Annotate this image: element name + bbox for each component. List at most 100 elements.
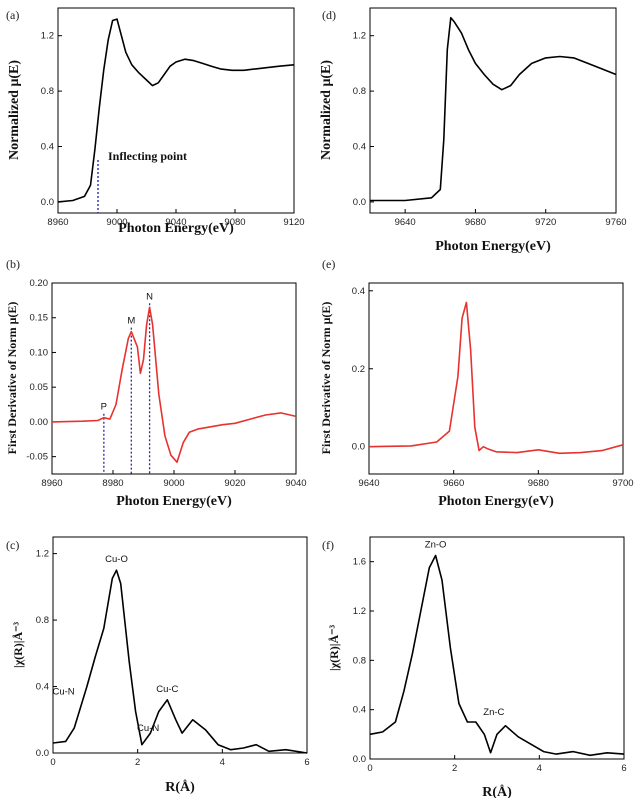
y-tick-label: 0.20 <box>30 278 49 289</box>
series-group <box>52 569 308 754</box>
peak-label: Cu-N <box>52 686 74 697</box>
panel-e: (e) 9640 9660 9680 9700 0.0 0.2 0.4 Photon En… <box>319 257 634 509</box>
panel-label: (c) <box>6 538 19 552</box>
x-axis-title: Photon Energy(eV) <box>435 239 551 254</box>
y-axis-title: Normalized μ(E) <box>319 60 334 160</box>
panel-d: (d) 9640 9680 9720 9760 0.0 0.4 0.8 1.2 Photon… <box>319 7 627 254</box>
y-tick-label: 0.0 <box>36 748 49 759</box>
y-tick-label: 1.2 <box>36 549 49 560</box>
peak-marker-label: P <box>101 402 107 413</box>
y-ticks: 0.0 0.4 0.8 1.2 <box>36 549 57 759</box>
x-tick-label: 9640 <box>395 217 416 228</box>
peak-labels: Zn-O Zn-C <box>425 540 505 719</box>
y-axis-title: First Derivative of Norm μ(E) <box>5 302 19 455</box>
y-tick-label: 0.8 <box>353 655 366 666</box>
peak-label: Cu-O <box>105 554 128 565</box>
series-line <box>52 569 308 754</box>
y-tick-label: 1.2 <box>353 31 366 42</box>
y-tick-label: 0.10 <box>30 347 49 358</box>
y-axis-title: |χ(R)|Å⁻³ <box>327 625 341 671</box>
x-tick-label: 9080 <box>224 217 245 228</box>
y-axis-title: First Derivative of Norm μ(E) <box>319 302 333 455</box>
x-ticks: 0 2 4 6 <box>367 755 627 774</box>
x-tick-label: 8960 <box>47 217 68 228</box>
x-tick-label: 6 <box>304 757 309 768</box>
x-tick-label: 6 <box>621 763 626 774</box>
y-ticks: 0.0 0.4 0.8 1.2 <box>353 31 374 208</box>
peak-label: Zn-C <box>483 707 504 718</box>
peak-markers: P M N <box>101 291 153 474</box>
y-tick-label: 0.0 <box>353 754 366 765</box>
x-tick-label: 4 <box>220 757 225 768</box>
y-ticks: -0.05 0.00 0.05 0.10 0.15 0.20 <box>26 278 56 463</box>
x-tick-label: 9020 <box>224 478 245 489</box>
y-ticks: 0.0 0.4 0.8 1.2 1.6 <box>353 557 374 765</box>
panel-label: (a) <box>6 8 19 22</box>
x-tick-label: 8980 <box>102 478 123 489</box>
x-tick-label: 9040 <box>165 217 186 228</box>
peak-labels: Cu-O Cu-N Cu-N Cu-C <box>52 554 178 734</box>
y-ticks: 0.0 0.4 0.8 1.2 <box>41 31 62 208</box>
y-tick-label: -0.05 <box>26 452 48 463</box>
y-tick-label: 0.8 <box>353 86 366 97</box>
x-tick-label: 9680 <box>465 217 486 228</box>
panel-label: (b) <box>6 257 20 271</box>
inflecting-point-label: Inflecting point <box>108 149 187 163</box>
x-tick-label: 9640 <box>358 478 379 489</box>
series-group <box>369 554 625 757</box>
x-ticks: 9640 9660 9680 9700 <box>358 470 634 489</box>
plot-frame <box>369 7 617 214</box>
x-ticks: 9640 9680 9720 9760 <box>395 209 627 228</box>
plot-frame <box>51 282 297 475</box>
y-tick-label: 0.15 <box>30 313 49 324</box>
peak-label: Cu-N <box>137 723 159 734</box>
x-axis-title: Photon Energy(eV) <box>118 221 234 236</box>
series-line <box>57 18 295 203</box>
annotations: Inflecting point <box>97 149 187 213</box>
series-group <box>370 16 617 202</box>
y-ticks: 0.0 0.2 0.4 <box>352 286 373 453</box>
series-line <box>51 306 297 464</box>
y-tick-label: 0.4 <box>353 705 366 716</box>
x-tick-label: 9120 <box>283 217 304 228</box>
peak-label: Cu-C <box>156 684 178 695</box>
panel-c: (c) 0 2 4 6 0.0 0.4 0.8 1.2 Cu-O Cu-N Cu-N Cu-C R… <box>6 536 310 795</box>
x-tick-label: 9760 <box>605 217 626 228</box>
y-tick-label: 0.0 <box>352 442 365 453</box>
panel-label: (d) <box>322 8 336 22</box>
x-tick-label: 0 <box>50 757 55 768</box>
x-axis-title: Photon Energy(eV) <box>438 494 554 509</box>
y-tick-label: 0.05 <box>30 382 49 393</box>
panel-label: (f) <box>322 538 334 552</box>
y-axis-title: Normalized μ(E) <box>7 60 22 160</box>
x-ticks: 8960 8980 9000 9020 9040 <box>41 470 307 489</box>
y-tick-label: 0.4 <box>353 142 366 153</box>
plot-frame <box>368 282 624 475</box>
x-axis-title: R(Å) <box>482 784 512 798</box>
x-tick-label: 2 <box>452 763 457 774</box>
x-tick-label: 4 <box>537 763 542 774</box>
x-ticks: 8960 9000 9040 9080 9120 <box>47 209 305 228</box>
series-line <box>368 301 624 455</box>
x-tick-label: 9000 <box>163 478 184 489</box>
x-tick-label: 9680 <box>528 478 549 489</box>
y-tick-label: 1.6 <box>353 557 366 568</box>
x-tick-label: 8960 <box>41 478 62 489</box>
x-tick-label: 9000 <box>106 217 127 228</box>
plot-frame <box>57 7 295 214</box>
peak-marker-label: N <box>146 291 153 302</box>
series-line <box>370 16 617 202</box>
x-tick-label: 2 <box>135 757 140 768</box>
panel-label: (e) <box>322 257 335 271</box>
panel-f: (f) 0 2 4 6 0.0 0.4 0.8 1.2 1.6 Zn-O Zn-C R(Å) |… <box>322 536 627 798</box>
y-tick-label: 1.2 <box>353 606 366 617</box>
panel-b: (b) 8960 8980 9000 9020 9040 -0.05 0.00 0.05 0.… <box>5 257 307 509</box>
y-tick-label: 0.4 <box>41 142 54 153</box>
x-axis-title: R(Å) <box>165 779 195 795</box>
x-axis-title: Photon Energy(eV) <box>116 494 232 509</box>
x-tick-label: 9720 <box>535 217 556 228</box>
y-tick-label: 0.00 <box>30 417 49 428</box>
y-tick-label: 0.4 <box>352 286 365 297</box>
x-tick-label: 9660 <box>443 478 464 489</box>
